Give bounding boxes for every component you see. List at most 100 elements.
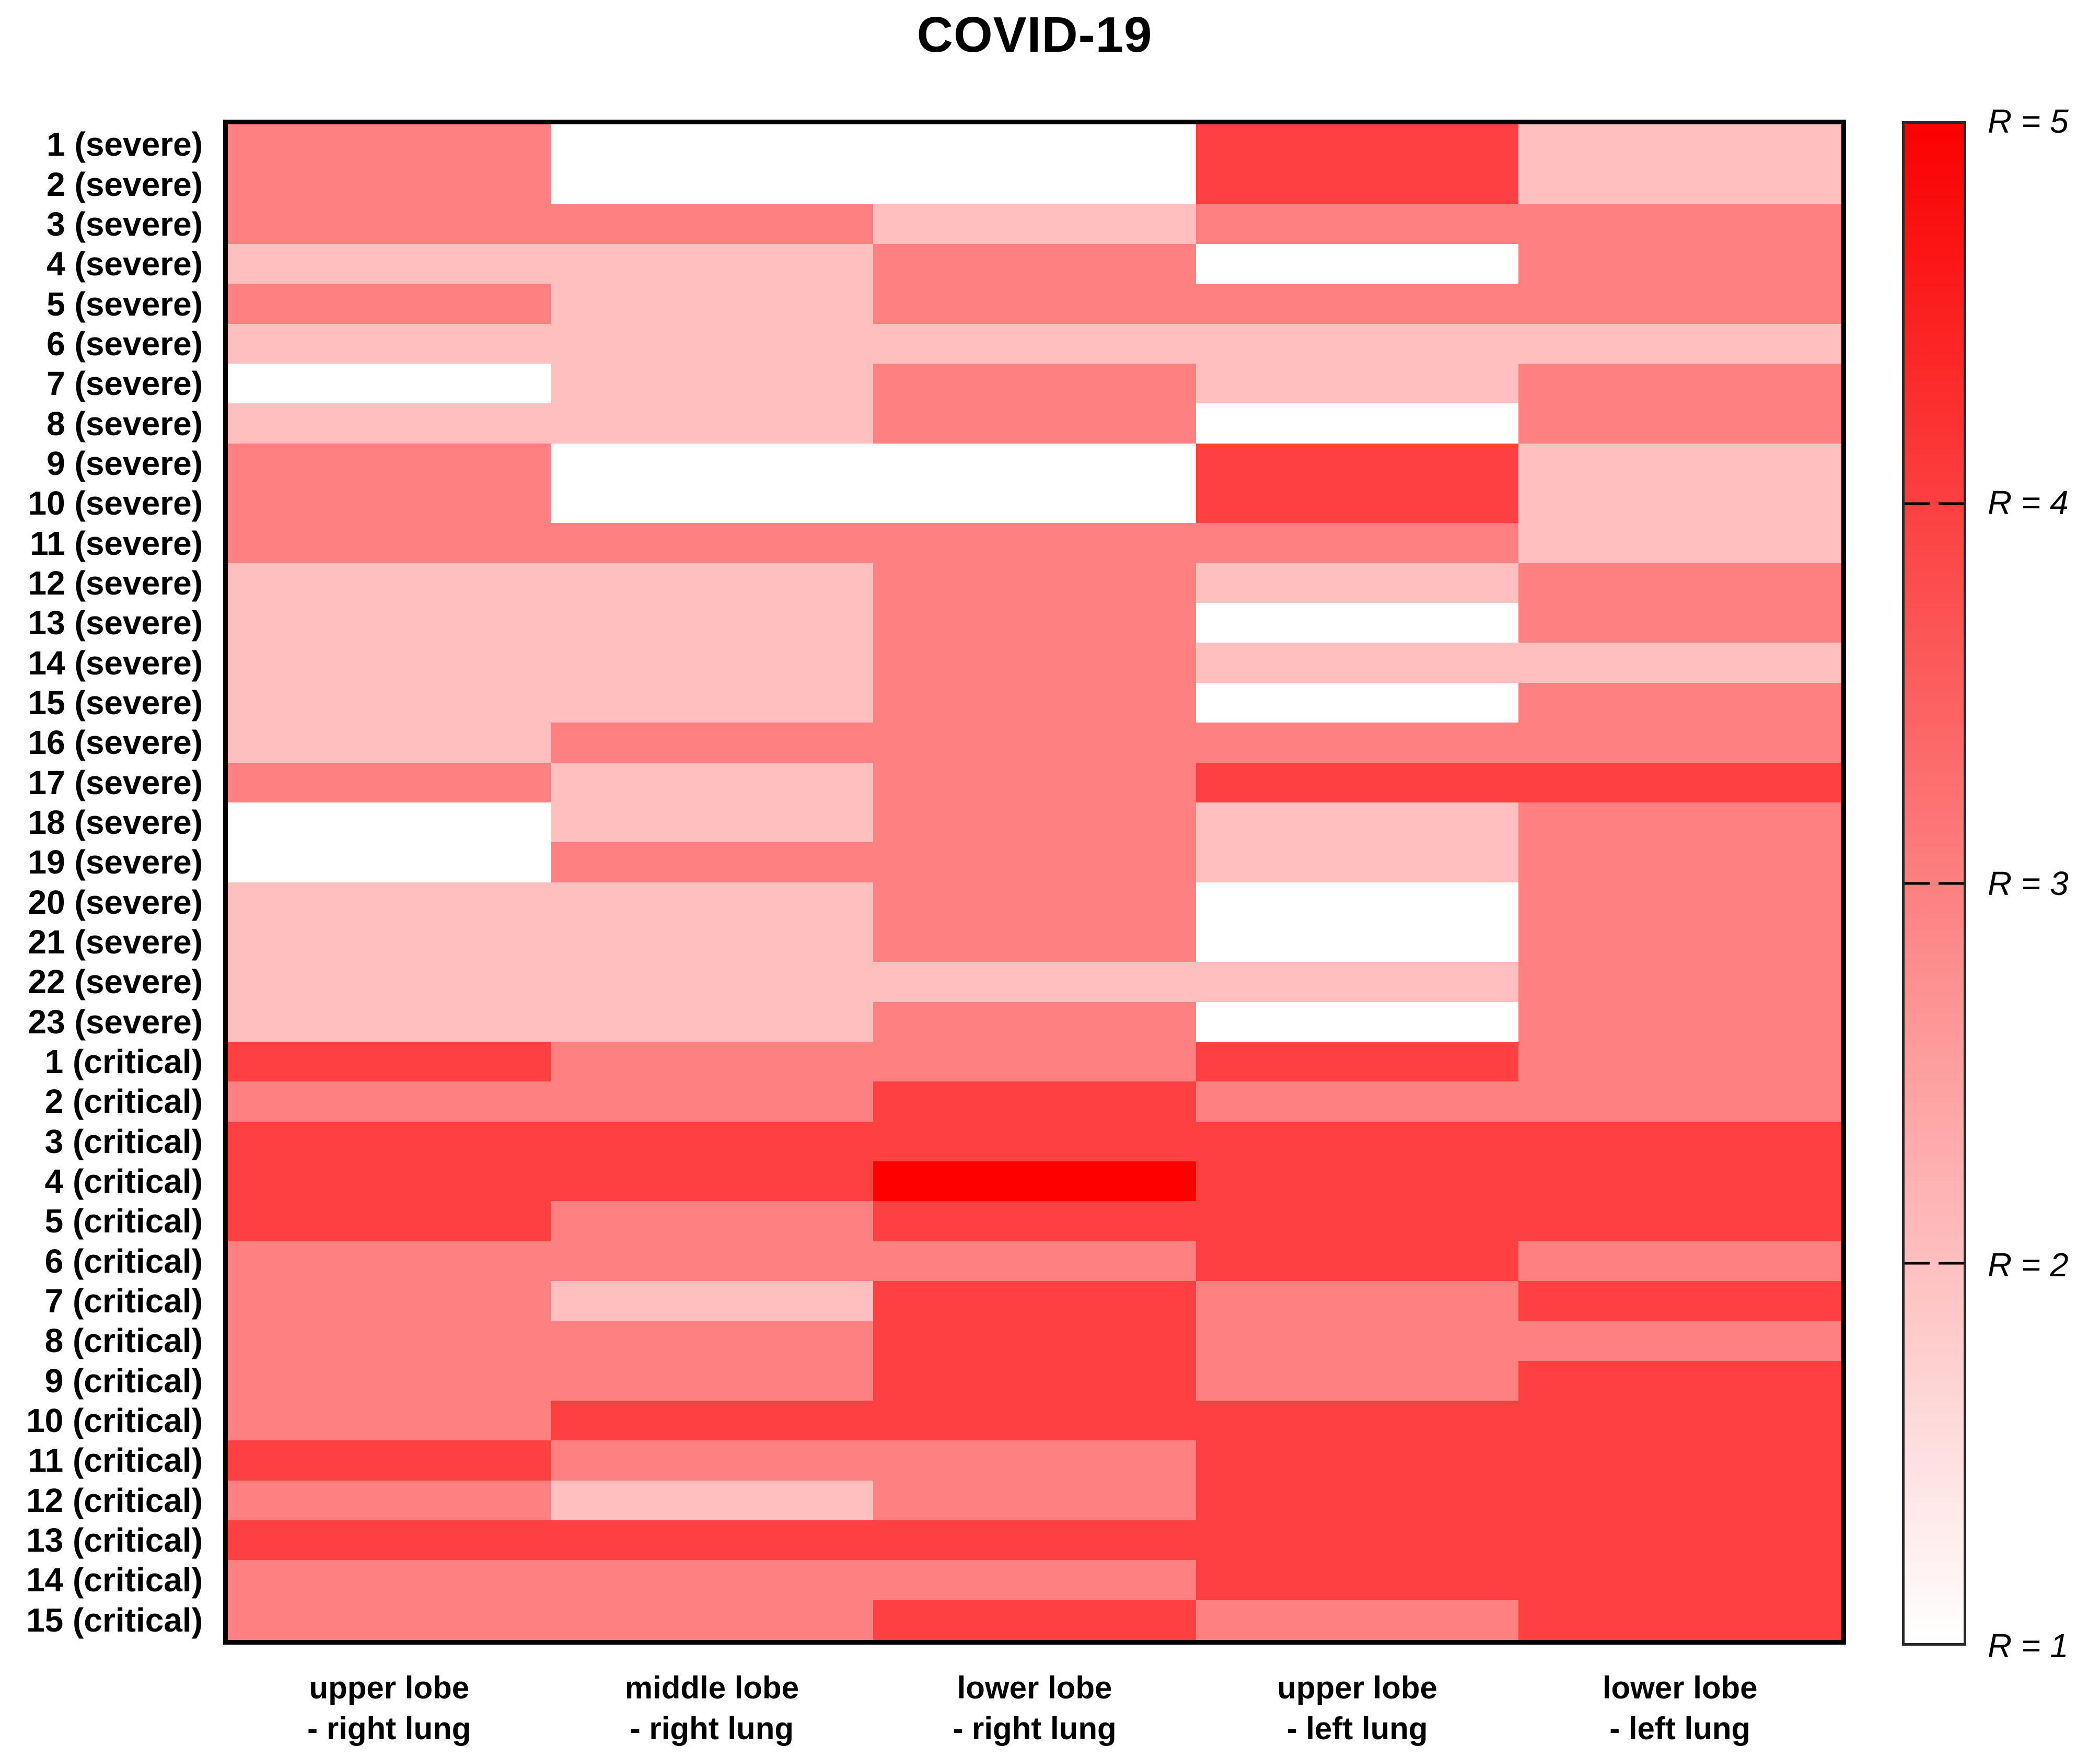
heatmap-cell [550, 1360, 874, 1401]
heatmap-row [228, 1440, 1841, 1481]
heatmap-cell [550, 563, 874, 603]
heatmap-cell [1196, 1600, 1519, 1640]
heatmap-cell [873, 1201, 1196, 1241]
heatmap-cell [1518, 523, 1841, 563]
heatmap-row [228, 962, 1841, 1002]
heatmap-row [228, 1600, 1841, 1640]
heatmap-cell [1518, 802, 1841, 843]
row-label: 1 (severe) [47, 125, 203, 164]
heatmap-cell [873, 1081, 1196, 1122]
heatmap-cell [1518, 762, 1841, 802]
heatmap-row [228, 164, 1841, 204]
heatmap-cell [228, 323, 551, 364]
heatmap-cell [550, 962, 874, 1002]
heatmap-row [228, 1280, 1841, 1321]
heatmap-cell [1196, 164, 1519, 204]
heatmap-cell [873, 1321, 1196, 1361]
heatmap-cell [873, 762, 1196, 802]
heatmap-cell [1518, 1161, 1841, 1202]
heatmap-cell [228, 1201, 551, 1241]
heatmap-cell [1518, 1321, 1841, 1361]
heatmap-cell [873, 802, 1196, 843]
heatmap-cell [550, 603, 874, 643]
heatmap-cell [550, 1401, 874, 1441]
heatmap-cell [550, 842, 874, 882]
row-label: 2 (severe) [47, 165, 203, 203]
heatmap-cell [228, 483, 551, 523]
heatmap-cell [550, 1600, 874, 1640]
heatmap-cell [228, 124, 551, 165]
heatmap-cell [873, 124, 1196, 165]
column-label: middle lobe - right lung [624, 1670, 799, 1746]
heatmap-cell [1196, 204, 1519, 245]
heatmap-cell [873, 1480, 1196, 1521]
heatmap-cell [1196, 1321, 1519, 1361]
heatmap-cell [873, 882, 1196, 922]
heatmap-cell [1518, 443, 1841, 484]
heatmap-cell [1196, 1520, 1519, 1561]
heatmap-cell [1518, 1360, 1841, 1401]
heatmap-cell [873, 1360, 1196, 1401]
heatmap-cell [1518, 1440, 1841, 1481]
heatmap-cell [228, 204, 551, 245]
heatmap-cell [550, 1440, 874, 1481]
row-label: 12 (critical) [26, 1481, 203, 1519]
heatmap-row [228, 762, 1841, 802]
heatmap-cell [873, 164, 1196, 204]
column-label: upper lobe - right lung [307, 1670, 471, 1746]
heatmap-cell [1196, 882, 1519, 922]
heatmap-cell [1196, 244, 1519, 284]
heatmap-cell [1518, 1560, 1841, 1600]
heatmap-row [228, 1121, 1841, 1161]
row-label: 18 (severe) [28, 803, 203, 841]
heatmap-cell [550, 1081, 874, 1122]
heatmap-cell [1196, 483, 1519, 523]
row-label: 4 (severe) [47, 245, 203, 283]
heatmap-cell [1518, 1081, 1841, 1122]
heatmap-cell [873, 1600, 1196, 1640]
row-label: 15 (critical) [26, 1601, 203, 1639]
heatmap-cell [873, 403, 1196, 444]
heatmap-cell [228, 1321, 551, 1361]
row-label: 22 (severe) [28, 963, 203, 1001]
heatmap-row [228, 682, 1841, 723]
heatmap-row [228, 483, 1841, 523]
heatmap-row [228, 723, 1841, 763]
heatmap-cell [550, 284, 874, 324]
heatmap-cell [550, 323, 874, 364]
heatmap-cell [1518, 1280, 1841, 1321]
heatmap-cell [873, 483, 1196, 523]
heatmap-cell [1196, 1440, 1519, 1481]
heatmap-cell [873, 563, 1196, 603]
heatmap-row [228, 1081, 1841, 1122]
heatmap-cell [1196, 1401, 1519, 1441]
row-label: 17 (severe) [28, 763, 203, 801]
row-label: 3 (critical) [44, 1122, 203, 1160]
heatmap-cell [550, 1280, 874, 1321]
heatmap-cell [1196, 962, 1519, 1002]
heatmap-cell [1518, 323, 1841, 364]
heatmap-row [228, 603, 1841, 643]
heatmap-cell [228, 922, 551, 962]
heatmap-cell [228, 1480, 551, 1521]
heatmap-cell [1518, 1041, 1841, 1082]
heatmap-cell [550, 1161, 874, 1202]
row-label: 13 (severe) [28, 604, 203, 642]
heatmap-cell [1518, 603, 1841, 643]
heatmap-cell [1196, 1280, 1519, 1321]
heatmap-cell [1196, 922, 1519, 962]
heatmap-cell [873, 1121, 1196, 1161]
heatmap-cell [550, 922, 874, 962]
row-label: 23 (severe) [28, 1003, 203, 1041]
heatmap-cell [1196, 682, 1519, 723]
heatmap-cell [550, 762, 874, 802]
column-label: upper lobe - left lung [1277, 1670, 1437, 1746]
heatmap-cell [228, 1002, 551, 1042]
heatmap-row [228, 523, 1841, 563]
heatmap-cell [1196, 523, 1519, 563]
row-label: 8 (severe) [47, 404, 203, 443]
heatmap-cell [1518, 1121, 1841, 1161]
heatmap-cell [873, 1041, 1196, 1082]
heatmap-cell [1518, 882, 1841, 922]
